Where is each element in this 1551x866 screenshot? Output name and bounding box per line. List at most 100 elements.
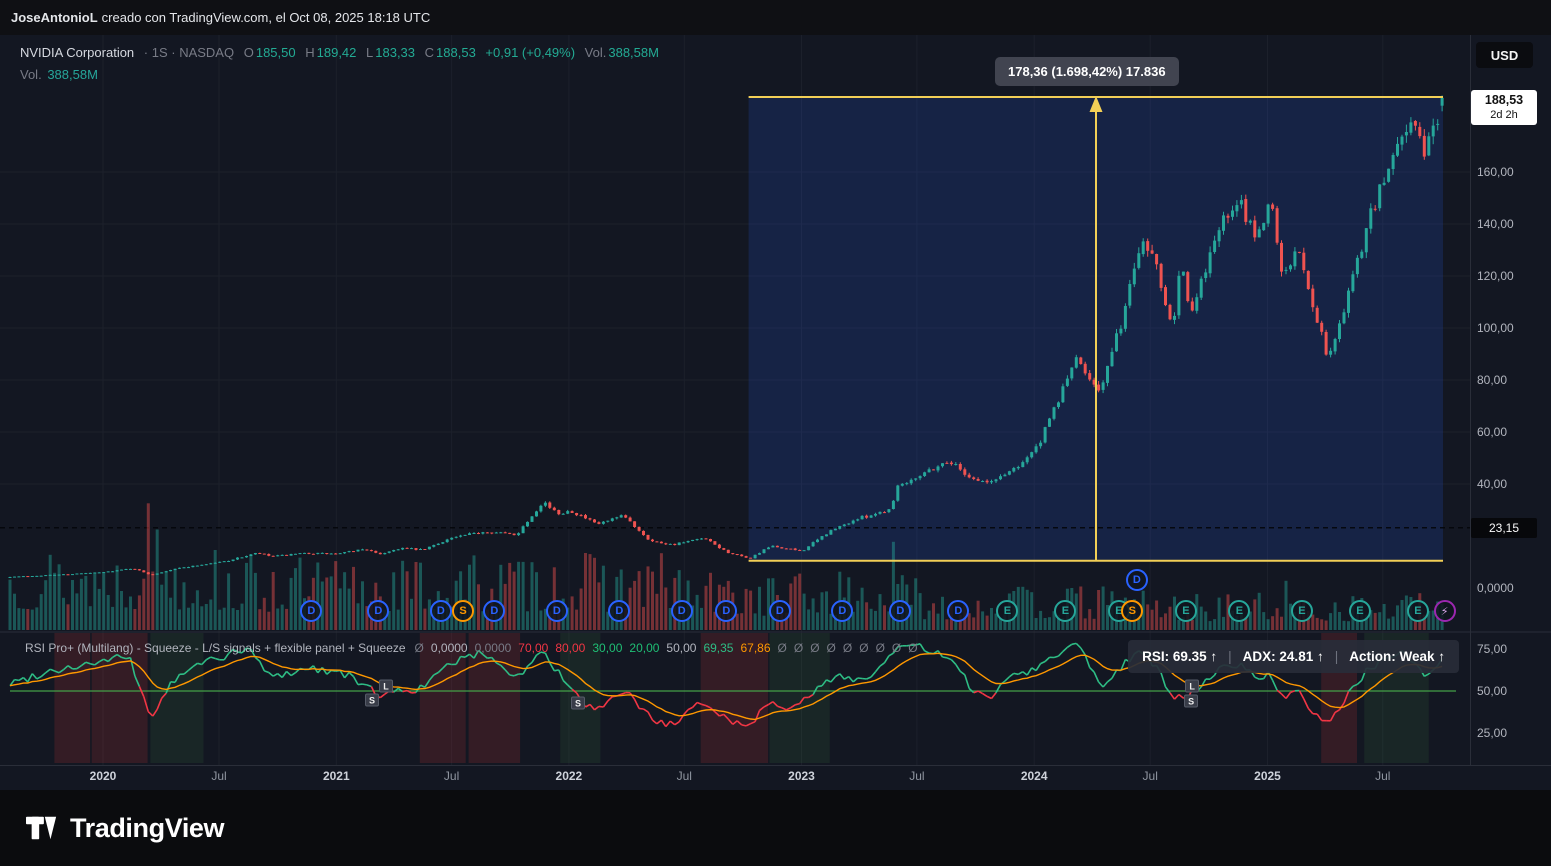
- attribution-author: JoseAntonioL: [11, 10, 98, 25]
- rsi-legend-value: Ø: [908, 641, 918, 655]
- rsi-status-adx: ADX: 24.81 ↑: [1242, 649, 1324, 664]
- rsi-legend-value: 0,0000: [430, 641, 468, 655]
- footer-bar: TradingView: [0, 790, 1551, 866]
- bar-countdown: 2d 2h: [1490, 109, 1518, 121]
- rsi-status-box: RSI: 69.35 ↑ | ADX: 24.81 ↑ | Action: We…: [1128, 640, 1459, 673]
- event-badge-earnings[interactable]: E: [1228, 600, 1251, 622]
- tradingview-logo-icon: [26, 816, 57, 840]
- rsi-legend-value: Ø: [842, 641, 853, 655]
- rsi-legend-value: Ø: [777, 641, 787, 655]
- rsi-legend-value: Ø: [793, 641, 804, 655]
- symbol-legend[interactable]: NVIDIA Corporation · 1S · NASDAQ O 185,50…: [20, 45, 665, 60]
- rsi-legend-value: 30,00: [592, 641, 623, 655]
- current-price-label: 188,53 2d 2h: [1471, 90, 1537, 125]
- price-axis[interactable]: [1470, 35, 1551, 765]
- rsi-legend-value: Ø: [875, 641, 885, 655]
- time-axis-label: 2021: [322, 769, 350, 783]
- event-badge-dividend[interactable]: D: [715, 600, 738, 622]
- rsi-indicator-legend[interactable]: RSI Pro+ (Multilang) - Squeeze - L/S sig…: [25, 641, 925, 655]
- rsi-status-action: Action: Weak ↑: [1349, 649, 1445, 664]
- event-badge-earnings[interactable]: E: [1290, 600, 1313, 622]
- currency-toggle-button[interactable]: USD: [1476, 42, 1533, 68]
- open-value: 185,50: [255, 45, 296, 60]
- low-label: L: [366, 45, 374, 60]
- event-badge-dividend[interactable]: D: [768, 600, 791, 622]
- signal-marker: S: [571, 696, 585, 710]
- time-axis[interactable]: [0, 765, 1551, 790]
- rsi-legend-value: Ø: [859, 641, 869, 655]
- price-tick: 140,00: [1477, 217, 1514, 231]
- high-label: H: [305, 45, 315, 60]
- status-separator: |: [1334, 649, 1339, 664]
- rsi-tick: 25,00: [1477, 725, 1508, 740]
- high-value: 189,42: [316, 45, 357, 60]
- event-badge-dividend[interactable]: D: [367, 600, 390, 622]
- time-axis-label: 2020: [89, 769, 117, 783]
- volume-row-label: Vol.: [20, 67, 42, 82]
- low-value: 183,33: [375, 45, 416, 60]
- rsi-indicator-title: RSI Pro+ (Multilang) - Squeeze - L/S sig…: [25, 641, 406, 655]
- event-badge-split[interactable]: S: [1121, 600, 1144, 622]
- event-badge-dividend[interactable]: D: [608, 600, 631, 622]
- time-axis-label: Jul: [211, 769, 227, 783]
- tradingview-wordmark: TradingView: [70, 812, 225, 843]
- open-label: O: [243, 45, 254, 60]
- time-axis-label: 2022: [555, 769, 583, 783]
- symbol-subtitle: · 1S · NASDAQ: [143, 45, 235, 60]
- event-badge-earnings[interactable]: E: [1406, 600, 1429, 622]
- volume-label: Vol.: [584, 45, 607, 60]
- event-badge-dividend[interactable]: D: [483, 600, 506, 622]
- current-price: 188,53: [1484, 93, 1524, 107]
- time-axis-label: 2025: [1254, 769, 1281, 783]
- volume-legend[interactable]: Vol. 388,58M: [20, 67, 104, 82]
- price-tick: 0,0000: [1477, 581, 1514, 595]
- event-badge-earnings[interactable]: E: [996, 600, 1019, 622]
- rsi-legend-value: Ø: [810, 641, 820, 655]
- tradingview-logo[interactable]: TradingView: [25, 812, 225, 844]
- price-tick: 60,00: [1477, 425, 1508, 439]
- volume-value: 388,58M: [608, 45, 659, 60]
- event-badge-dividend[interactable]: D: [947, 600, 970, 622]
- event-badge-dividend[interactable]: D: [300, 600, 323, 622]
- event-badge-alert[interactable]: ⚡: [1433, 600, 1456, 622]
- rsi-legend-value: 69,35: [703, 641, 734, 655]
- rsi-legend-value: 20,00: [629, 641, 660, 655]
- price-tick: 80,00: [1477, 373, 1508, 387]
- rsi-legend-value: 80,00: [555, 641, 586, 655]
- rsi-legend-value: Ø: [826, 641, 836, 655]
- attribution-text: creado con TradingView.com, el Oct 08, 2…: [101, 10, 431, 25]
- symbol-title: NVIDIA Corporation: [20, 45, 135, 60]
- close-label: C: [424, 45, 435, 60]
- close-value: 188,53: [436, 45, 476, 60]
- event-badge-earnings[interactable]: E: [1348, 600, 1371, 622]
- event-badge-dividend[interactable]: D: [429, 600, 452, 622]
- event-badge-earnings[interactable]: E: [1054, 600, 1077, 622]
- rsi-tick: 50,00: [1477, 684, 1508, 698]
- event-badge-dividend[interactable]: D: [889, 600, 912, 622]
- time-axis-label: Jul: [1375, 769, 1391, 783]
- status-separator: |: [1228, 649, 1232, 664]
- price-tick: 120,00: [1477, 269, 1514, 283]
- time-axis-label: Jul: [1142, 769, 1158, 783]
- time-axis-label: 2024: [1020, 769, 1048, 783]
- signal-marker: L: [1185, 679, 1200, 693]
- event-badge-dividend[interactable]: D: [1125, 569, 1148, 591]
- time-axis-label: Jul: [909, 769, 925, 783]
- rsi-tick: 75,00: [1477, 642, 1508, 657]
- event-badge-earnings[interactable]: E: [1174, 600, 1197, 622]
- rsi-legend-value: Ø: [891, 641, 902, 655]
- rsi-indicator-values: Ø 0,0000 0,0000 70,00 80,00 30,00 20,00 50,00 69…: [415, 641, 925, 655]
- event-badge-dividend[interactable]: D: [670, 600, 693, 622]
- price-tick: 100,00: [1477, 321, 1514, 335]
- price-level-badge: 23,15: [1471, 518, 1537, 538]
- volume-row-value: 388,58M: [47, 67, 98, 82]
- event-badge-split[interactable]: S: [452, 600, 475, 622]
- signal-marker: S: [365, 693, 379, 707]
- time-axis-label: Jul: [676, 769, 692, 783]
- event-badge-dividend[interactable]: D: [831, 600, 854, 622]
- event-badge-dividend[interactable]: D: [545, 600, 568, 622]
- signal-marker: S: [1184, 694, 1199, 708]
- change-value: +0,91 (+0,49%): [485, 45, 576, 60]
